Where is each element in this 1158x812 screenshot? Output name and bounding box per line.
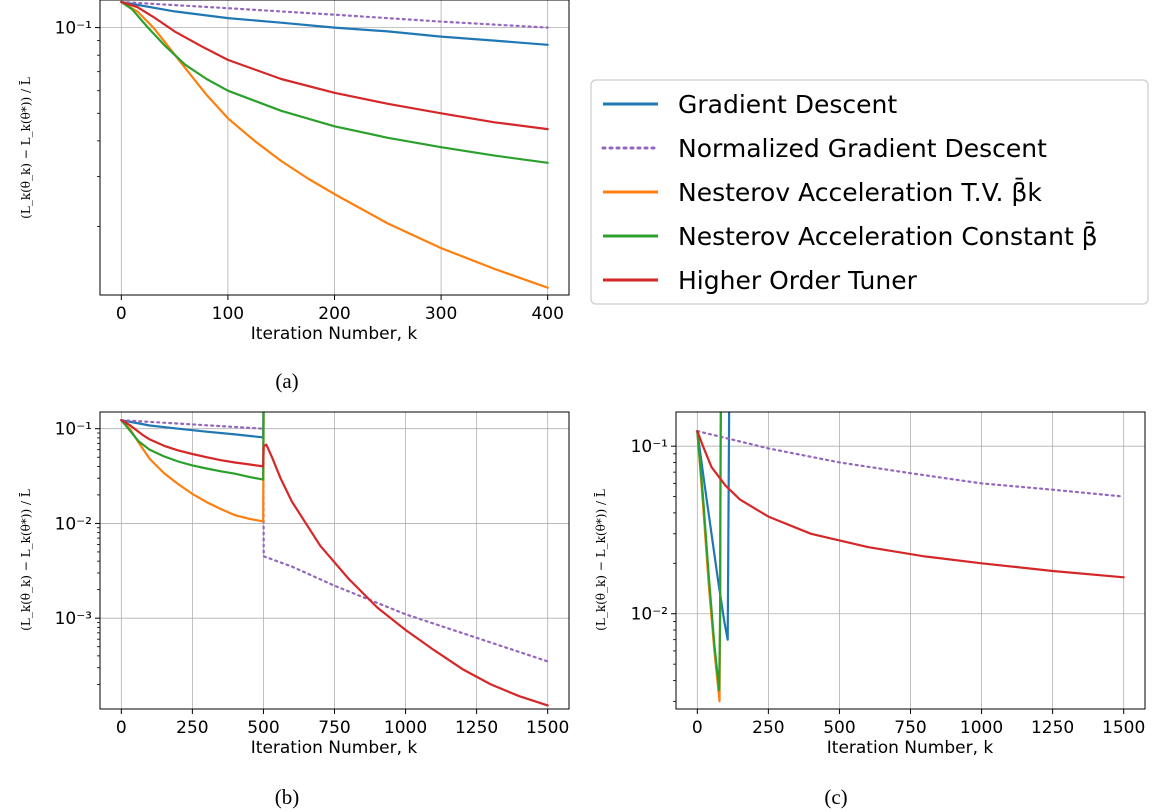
legend-label: Normalized Gradient Descent bbox=[678, 134, 1047, 163]
y-tick-label: 10⁻² bbox=[55, 514, 92, 534]
legend: Gradient Descent Normalized Gradient Desc… bbox=[590, 79, 1149, 305]
x-tick-label: 1500 bbox=[1102, 718, 1145, 738]
x-tick-label: 0 bbox=[692, 718, 703, 738]
series-group-c bbox=[696, 412, 1125, 703]
series-group-a bbox=[120, 0, 549, 289]
y-tick-label: 10⁻¹ bbox=[55, 19, 92, 39]
y-tick-label: 10⁻¹ bbox=[631, 437, 668, 457]
series-line-nesterov-acceleration-t-v-k bbox=[696, 412, 722, 703]
x-tick-label: 250 bbox=[176, 718, 208, 738]
series-line-normalized-gradient-descent bbox=[696, 430, 1125, 498]
y-axis-label-b: (L_k(θ_k) − L_k(θ*)) / L̄ bbox=[18, 489, 33, 631]
x-tick-label: 1250 bbox=[455, 718, 498, 738]
x-tick-label: 1000 bbox=[384, 718, 427, 738]
x-tick-label: 0 bbox=[116, 718, 127, 738]
x-axis-label-b: Iteration Number, k bbox=[251, 738, 418, 758]
series-line-gradient-descent bbox=[696, 412, 731, 641]
legend-box bbox=[590, 79, 1149, 305]
series-line-normalized-gradient-descent bbox=[120, 419, 549, 663]
legend-items: Gradient Descent Normalized Gradient Desc… bbox=[601, 90, 1098, 295]
y-axis-label-c: (L_k(θ_k) − L_k(θ*)) / L̄ bbox=[593, 489, 608, 631]
ticks-b: 0 250 500 750 1000 1250 1500 10⁻¹ 10⁻² 10⁻³ bbox=[55, 420, 570, 738]
ticks-a: 0 100 200 300 400 10⁻¹ bbox=[55, 19, 564, 324]
legend-label: Nesterov Acceleration Constant β̄ bbox=[678, 221, 1098, 251]
series-line-nesterov-acceleration-constant bbox=[120, 412, 265, 481]
series-line-nesterov-acceleration-t-v-k bbox=[120, 0, 549, 289]
caption-b: (b) bbox=[275, 785, 300, 809]
x-tick-label: 1500 bbox=[526, 718, 569, 738]
series-line-nesterov-acceleration-constant bbox=[696, 412, 722, 692]
grid-b bbox=[100, 412, 569, 709]
x-tick-label: 400 bbox=[531, 304, 563, 324]
series-line-nesterov-acceleration-constant bbox=[120, 0, 549, 164]
legend-label: Nesterov Acceleration T.V. β̄k bbox=[678, 177, 1042, 207]
caption-a: (a) bbox=[275, 369, 298, 393]
x-tick-label: 750 bbox=[318, 718, 350, 738]
x-tick-label: 200 bbox=[318, 304, 350, 324]
series-line-higher-order-tuner bbox=[120, 0, 549, 131]
ticks-c: 0 250 500 750 1000 1250 1500 10⁻¹ 10⁻² bbox=[631, 437, 1146, 738]
legend-label: Gradient Descent bbox=[678, 90, 897, 119]
series-group-b bbox=[120, 412, 549, 707]
y-tick-label: 10⁻¹ bbox=[55, 420, 92, 440]
grid-a bbox=[100, 0, 569, 295]
x-tick-label: 750 bbox=[894, 718, 926, 738]
y-tick-label: 10⁻² bbox=[631, 605, 668, 625]
panel-b: 0 250 500 750 1000 1250 1500 10⁻¹ 10⁻² 10⁻³ Itera… bbox=[18, 411, 570, 809]
legend-label: Higher Order Tuner bbox=[678, 266, 918, 295]
y-tick-label: 10⁻³ bbox=[55, 609, 92, 629]
x-tick-label: 100 bbox=[212, 304, 244, 324]
x-tick-label: 500 bbox=[823, 718, 855, 738]
caption-c: (c) bbox=[824, 785, 847, 809]
series-line-normalized-gradient-descent bbox=[120, 0, 549, 29]
x-tick-label: 250 bbox=[752, 718, 784, 738]
series-line-gradient-descent bbox=[120, 412, 265, 439]
x-tick-label: 0 bbox=[116, 304, 127, 324]
series-line-gradient-descent bbox=[120, 0, 549, 46]
x-tick-label: 500 bbox=[247, 718, 279, 738]
series-line-higher-order-tuner bbox=[120, 419, 549, 707]
y-axis-label-a: (L_k(θ_k) − L_k(θ*)) / L̄ bbox=[18, 77, 33, 219]
grid-c bbox=[676, 412, 1145, 709]
series-line-nesterov-acceleration-t-v-k bbox=[120, 412, 265, 523]
x-axis-label-c: Iteration Number, k bbox=[827, 738, 994, 758]
x-tick-label: 1250 bbox=[1031, 718, 1074, 738]
x-tick-label: 300 bbox=[425, 304, 457, 324]
series-line-higher-order-tuner bbox=[696, 430, 1125, 579]
panel-c: 0 250 500 750 1000 1250 1500 10⁻¹ 10⁻² Iteration… bbox=[593, 411, 1146, 809]
x-tick-label: 1000 bbox=[960, 718, 1003, 738]
x-axis-label-a: Iteration Number, k bbox=[251, 324, 418, 344]
panel-a: 0 100 200 300 400 10⁻¹ Iteration Number, k (L… bbox=[18, 0, 570, 393]
